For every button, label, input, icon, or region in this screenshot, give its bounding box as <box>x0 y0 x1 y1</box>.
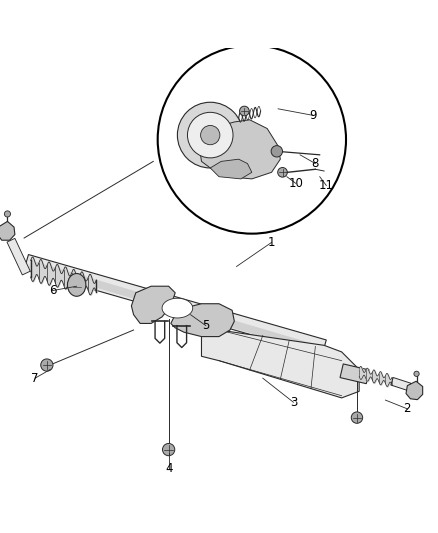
Text: 6: 6 <box>49 284 57 297</box>
Circle shape <box>41 359 53 371</box>
Circle shape <box>4 211 11 217</box>
Circle shape <box>278 167 287 177</box>
Circle shape <box>177 102 243 168</box>
Ellipse shape <box>67 273 86 296</box>
Text: 4: 4 <box>165 462 173 475</box>
Polygon shape <box>0 221 15 240</box>
Text: 8: 8 <box>312 157 319 170</box>
Polygon shape <box>171 304 234 336</box>
Text: 3: 3 <box>290 396 297 409</box>
Circle shape <box>162 443 175 456</box>
Text: 7: 7 <box>31 372 39 385</box>
Ellipse shape <box>162 298 193 318</box>
Text: 11: 11 <box>319 179 334 192</box>
Text: 5: 5 <box>202 319 209 332</box>
Circle shape <box>187 112 233 158</box>
Polygon shape <box>131 286 175 324</box>
Circle shape <box>351 412 363 423</box>
Circle shape <box>158 45 346 233</box>
Polygon shape <box>201 330 359 398</box>
Polygon shape <box>406 381 423 400</box>
Polygon shape <box>340 364 370 384</box>
Polygon shape <box>210 159 252 179</box>
Polygon shape <box>30 261 321 353</box>
Polygon shape <box>391 377 411 391</box>
Text: 9: 9 <box>309 109 317 122</box>
Polygon shape <box>199 120 280 179</box>
Polygon shape <box>7 238 30 275</box>
Polygon shape <box>24 255 326 355</box>
Text: 10: 10 <box>288 177 303 190</box>
Circle shape <box>271 146 283 157</box>
Circle shape <box>201 125 220 145</box>
Circle shape <box>240 106 249 116</box>
Text: 1: 1 <box>268 236 276 249</box>
Circle shape <box>414 371 419 376</box>
Text: 2: 2 <box>403 402 411 415</box>
